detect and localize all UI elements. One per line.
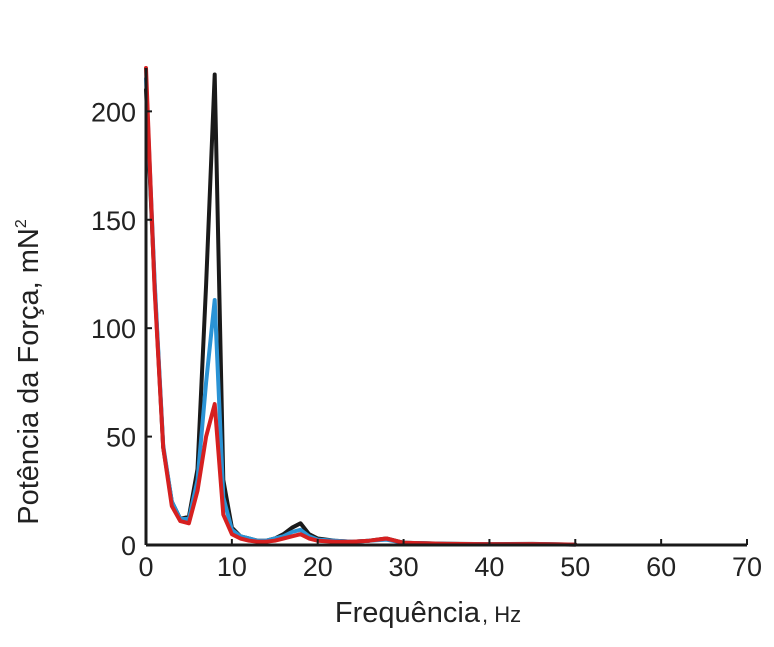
x-axis-label-unit: Hz	[494, 602, 521, 627]
y-axis-label-text: Potência da Força, mN	[13, 228, 45, 525]
x-tick-label: 60	[646, 552, 676, 582]
x-tick-label: 20	[303, 552, 333, 582]
y-axis-label: Potência da Força, mN2	[13, 219, 45, 525]
x-tick-label: 10	[217, 552, 247, 582]
y-tick-label: 100	[91, 314, 136, 344]
series-layer	[144, 66, 578, 547]
y-tick-label: 50	[106, 423, 136, 453]
x-axis-label-text: Frequência	[335, 597, 481, 629]
series-line-1	[144, 72, 578, 547]
y-tick-label: 0	[121, 531, 136, 561]
y-axis-label-superscript: 2	[13, 219, 30, 228]
axes-layer	[144, 68, 747, 547]
x-tick-label: 50	[560, 552, 590, 582]
x-tick-label: 0	[138, 552, 153, 582]
x-tick-label: 70	[732, 552, 762, 582]
x-axis-label: Frequência, Hz	[335, 597, 521, 629]
y-tick-label: 150	[91, 206, 136, 236]
ticks-layer: 0 10 20 30 40 50 60 70 0 50 100 150 200	[91, 97, 762, 582]
y-tick-label: 200	[91, 97, 136, 127]
series-line-3	[144, 66, 578, 547]
x-tick-label: 30	[389, 552, 419, 582]
x-tick-label: 40	[474, 552, 504, 582]
